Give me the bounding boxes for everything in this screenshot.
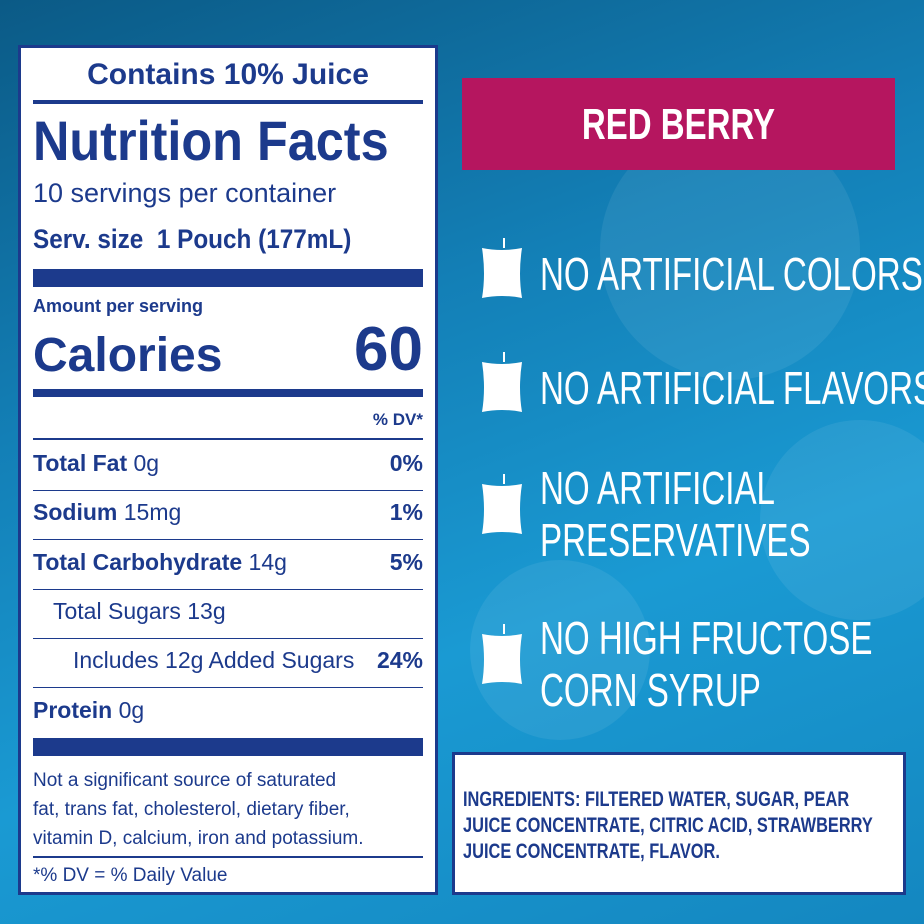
nutrient-name: Total Carbohydrate: [33, 548, 243, 575]
nutrient-amount: 15mg: [123, 499, 182, 526]
nutrient-name: Protein: [33, 696, 113, 723]
bg-circle: [760, 420, 924, 620]
nutrient-dv: 0%: [389, 450, 423, 476]
pouch-icon: [482, 238, 522, 298]
nutrient-row: Includes 12g Added Sugars 24%: [33, 647, 423, 674]
flavor: RED BERRY: [581, 100, 776, 149]
claim: NO ARTIFICIAL PRESERVATIVES: [540, 462, 811, 566]
thick-bar: [33, 269, 423, 287]
calories-value: 60: [354, 315, 423, 384]
footnote-line: vitamin D, calcium, iron and potassium.: [33, 828, 364, 849]
nutrient-dv: 5%: [389, 548, 423, 575]
claim: NO ARTIFICIAL FLAVORS: [540, 362, 924, 414]
rule: [33, 438, 423, 440]
servings: 10 servings per container: [33, 178, 337, 208]
pouch-icon: [482, 624, 522, 684]
medium-bar: [33, 389, 423, 397]
rule: [33, 637, 423, 639]
ingredients-box: INGREDIENTS: FILTERED WATER, SUGAR, PEAR…: [452, 752, 906, 895]
claim-line: CORN SYRUP: [540, 664, 761, 716]
footnote-line: Not a significant source of saturated: [33, 770, 337, 791]
nutrient-row: Total Fat 0g 0%: [33, 450, 423, 477]
claim-line: NO ARTIFICIAL: [540, 462, 775, 514]
rule: [33, 856, 423, 858]
nutrient-dv: 24%: [376, 647, 423, 674]
nutrient-amount: 0g: [118, 696, 145, 723]
footnote-line: fat, trans fat, cholesterol, dietary fib…: [33, 799, 350, 820]
nutrient-row: Sodium 15mg 1%: [33, 499, 423, 526]
thick-bar: [33, 738, 423, 756]
claim: NO ARTIFICIAL COLORS: [540, 248, 923, 300]
nutrient-name: Includes 12g Added Sugars: [73, 647, 355, 674]
pouch-icon: [482, 352, 522, 412]
claim-line: NO ARTIFICIAL FLAVORS: [540, 362, 924, 414]
footnote: Not a significant source of saturated fa…: [33, 766, 364, 853]
nutrient-row: Total Carbohydrate 14g 5%: [33, 549, 423, 576]
nutrient-name: Sodium: [33, 499, 118, 526]
claim-line: NO HIGH FRUCTOSE: [540, 612, 873, 664]
juice-content: Contains 10% Juice: [87, 58, 369, 91]
nutrient-amount: 13g: [187, 597, 226, 624]
claim: NO HIGH FRUCTOSE CORN SYRUP: [540, 612, 872, 716]
ingredients: INGREDIENTS: FILTERED WATER, SUGAR, PEAR…: [463, 787, 892, 865]
nutrient-row: Protein 0g: [33, 697, 423, 724]
nutrient-name: Total Fat: [33, 450, 128, 476]
nutrient-amount: 14g: [248, 548, 287, 575]
dv-header: % DV*: [372, 410, 423, 429]
serv-size-value: 1 Pouch (177mL): [156, 224, 352, 254]
nutrient-row: Total Sugars 13g: [33, 598, 423, 625]
dv-note: *% DV = % Daily Value: [33, 865, 228, 886]
nutrient-dv: 1%: [389, 499, 423, 526]
nutrition-panel: Contains 10% Juice Nutrition Facts 10 se…: [18, 45, 438, 895]
rule: [33, 100, 423, 104]
pouch-icon: [482, 474, 522, 534]
claim-line: PRESERVATIVES: [540, 514, 811, 566]
nutrient-amount: 0g: [133, 450, 160, 476]
nutrient-name: Total Sugars: [53, 597, 181, 624]
claim-line: NO ARTIFICIAL COLORS: [540, 248, 923, 300]
rule: [33, 539, 423, 541]
rule: [33, 490, 423, 491]
label-title: Nutrition Facts: [33, 109, 389, 172]
serv-size-label: Serv. size: [33, 224, 144, 254]
rule: [33, 588, 423, 590]
calories-label: Calories: [33, 329, 223, 382]
serving-size: Serv. size 1 Pouch (177mL): [33, 224, 351, 255]
ingredients-label: INGREDIENTS:: [463, 788, 581, 811]
flavor-banner: RED BERRY: [462, 78, 895, 170]
amount-per-serving: Amount per serving: [33, 296, 204, 316]
rule: [33, 687, 423, 689]
ingredients-text: FILTERED WATER, SUGAR, PEAR JUICE CONCEN…: [463, 788, 873, 863]
